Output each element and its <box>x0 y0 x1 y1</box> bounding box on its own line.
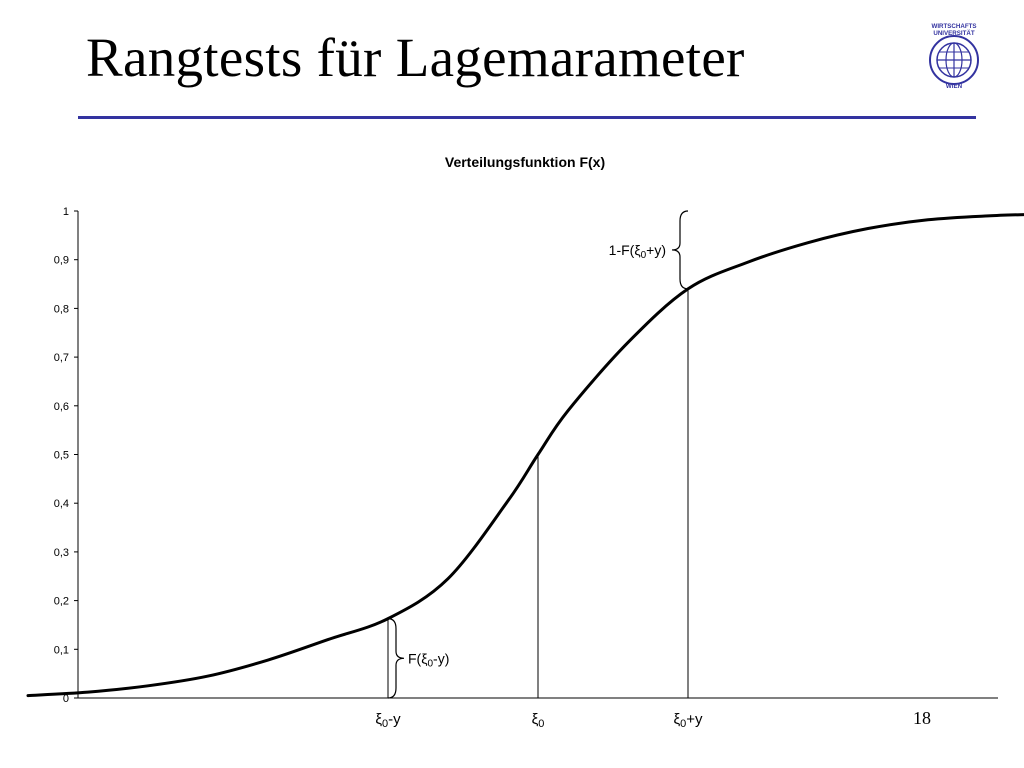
x-marker-label-2-suffix: +y <box>686 711 703 728</box>
y-axis-ticks: 0 0,1 0,2 0,3 0,4 0,5 0,6 0,7 0,8 0,9 1 <box>54 206 78 705</box>
x-marker-label-2-sub: 0 <box>680 718 686 730</box>
y-tick-label: 0,3 <box>54 547 69 559</box>
x-marker-label-0-suffix: -y <box>388 711 401 728</box>
cdf-data-point <box>266 658 270 662</box>
curly-brace-1 <box>671 210 689 290</box>
cdf-data-point <box>866 227 870 230</box>
x-marker-label-1-sub: 0 <box>538 718 544 730</box>
annotation-label-1-sub: 0 <box>641 250 647 261</box>
cdf-data-point <box>806 241 810 244</box>
x-marker-label-0: ξ0-y <box>375 711 401 730</box>
title-divider <box>78 116 976 119</box>
university-logo-icon: WIRTSCHAFTS UNIVERSITÄT WIEN <box>929 23 979 90</box>
annotation-label-0-suffix: -y) <box>433 650 449 666</box>
cdf-data-point <box>446 577 450 580</box>
x-marker-label-0-sub: 0 <box>382 718 388 730</box>
cdf-data-point <box>146 684 150 688</box>
cdf-data-point <box>926 218 930 221</box>
annotation-label-1-suffix: +y) <box>646 242 666 258</box>
x-marker-label-2-main: ξ <box>673 711 680 728</box>
x-marker-label-0-main: ξ <box>375 711 382 728</box>
cdf-curve-layer <box>26 213 1024 698</box>
y-tick-label: 0,1 <box>54 644 69 656</box>
chart-title: Verteilungsfunktion F(x) <box>445 154 605 170</box>
y-tick-label: 1 <box>63 206 69 218</box>
y-tick-label: 0,9 <box>54 255 69 267</box>
cdf-data-point <box>746 260 750 264</box>
logo-text-line2: UNIVERSITÄT <box>933 30 974 37</box>
annotation-label-1: 1-F(ξ0+y) <box>609 242 666 261</box>
cdf-data-point <box>86 690 90 694</box>
y-tick-label: 0,7 <box>54 352 69 364</box>
x-marker-label-2: ξ0+y <box>673 711 703 730</box>
x-marker-label-1-main: ξ <box>532 711 539 728</box>
cdf-data-point <box>506 499 510 502</box>
cdf-data-point <box>986 214 990 218</box>
page-number: 18 <box>913 708 931 728</box>
chart-annotations: F(ξ0-y)1-F(ξ0+y) <box>387 210 689 699</box>
y-tick-label: 0 <box>63 693 69 705</box>
cdf-data-point <box>26 694 30 697</box>
y-tick-label: 0,2 <box>54 596 69 608</box>
y-tick-label: 0,5 <box>54 450 69 462</box>
cdf-data-point <box>206 674 210 678</box>
y-tick-label: 0,4 <box>54 498 69 510</box>
cdf-curve-series-0 <box>26 213 1024 698</box>
cdf-data-point <box>326 638 330 641</box>
annotation-label-0-sub: 0 <box>427 658 433 669</box>
cdf-data-point <box>626 341 630 344</box>
y-tick-label: 0,8 <box>54 303 69 315</box>
cdf-data-point <box>566 409 570 412</box>
logo-text-line1: WIRTSCHAFTS <box>931 23 976 30</box>
logo-text-line3: WIEN <box>946 83 963 90</box>
y-tick-label: 0,6 <box>54 401 69 413</box>
annotation-label-0: F(ξ0-y) <box>408 650 449 669</box>
marker-lines: ξ0-y ξ0 ξ0+y <box>375 288 703 730</box>
x-marker-label-1: ξ0 <box>532 711 545 730</box>
annotation-label-0-main: F(ξ <box>408 650 427 666</box>
annotation-label-1-main: 1-F(ξ <box>609 242 641 258</box>
curly-brace-0 <box>387 618 405 699</box>
slide-title: Rangtests für Lagemarameter <box>86 27 745 88</box>
